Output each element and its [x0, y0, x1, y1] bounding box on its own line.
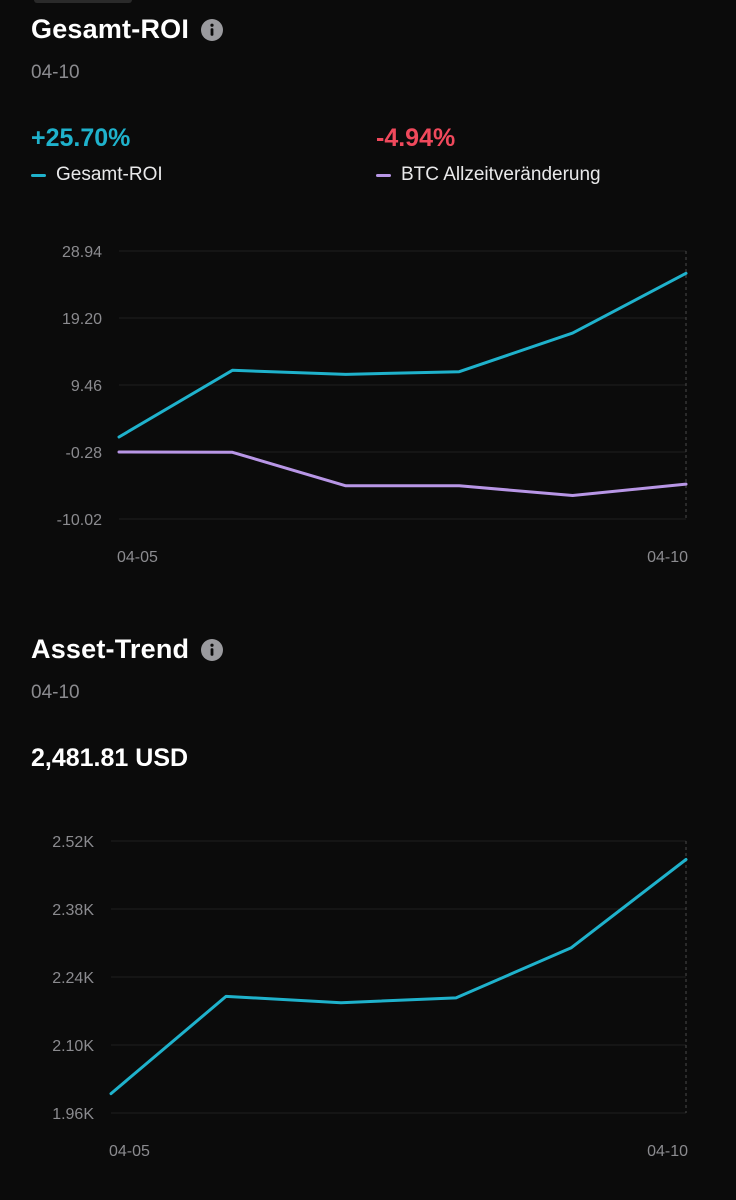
asset-date: 04-10	[31, 682, 80, 703]
asset-title: Asset-Trend	[31, 634, 190, 664]
info-icon[interactable]	[201, 638, 224, 661]
y-tick-label: 2.10K	[52, 1038, 94, 1055]
roi-date: 04-10	[31, 62, 80, 83]
asset-chart[interactable]: 2.52K 2.38K 2.24K 2.10K 1.96K 04-05 04-10	[0, 820, 736, 1160]
x-tick-label: 04-10	[647, 549, 688, 566]
y-tick-label: -0.28	[66, 445, 103, 462]
series-line	[117, 271, 688, 439]
y-tick-label: 2.24K	[52, 970, 94, 987]
roi-title: Gesamt-ROI	[31, 14, 190, 44]
x-tick-label: 04-05	[117, 549, 158, 566]
asset-total-value: 2,481.81 USD	[31, 744, 189, 772]
y-tick-label: -10.02	[57, 512, 102, 529]
roi-title-row: Gesamt-ROI	[31, 14, 224, 45]
y-tick-label: 2.38K	[52, 902, 94, 919]
y-tick-label: 9.46	[71, 378, 102, 395]
info-icon[interactable]	[201, 18, 224, 41]
series-line	[117, 450, 688, 497]
series-line	[109, 858, 688, 1096]
y-tick-label: 19.20	[62, 311, 102, 328]
top-tab-indicator	[34, 0, 132, 3]
roi-total-value: +25.70%	[31, 124, 131, 152]
legend-label-roi: Gesamt-ROI	[56, 164, 163, 185]
y-tick-label: 1.96K	[52, 1106, 94, 1123]
y-tick-label: 2.52K	[52, 834, 94, 851]
btc-change-value: -4.94%	[376, 124, 456, 152]
legend-swatch-roi	[31, 173, 46, 177]
y-tick-label: 28.94	[62, 244, 102, 261]
x-tick-label: 04-05	[109, 1143, 150, 1160]
x-tick-label: 04-10	[647, 1143, 688, 1160]
legend-label-btc: BTC Allzeitveränderung	[401, 164, 601, 185]
roi-chart[interactable]: 28.94 19.20 9.46 -0.28 -10.02 04-05 04-10	[0, 230, 736, 570]
legend-item-roi: Gesamt-ROI	[31, 164, 163, 186]
legend-item-btc: BTC Allzeitveränderung	[376, 164, 601, 186]
asset-title-row: Asset-Trend	[31, 634, 224, 665]
legend-swatch-btc	[376, 173, 391, 177]
